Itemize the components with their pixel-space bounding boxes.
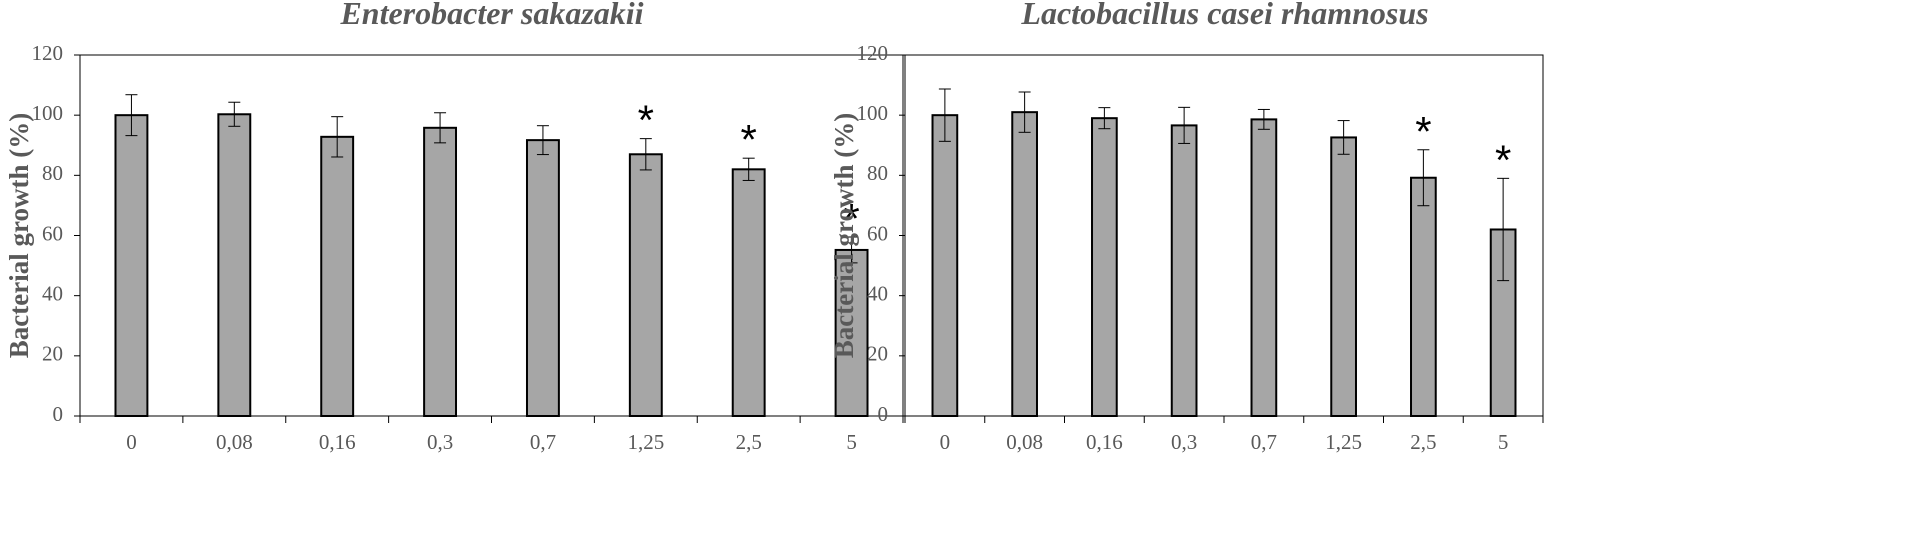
y-tick-label: 40 [867,281,888,305]
x-tick-label: 0,7 [530,430,556,454]
x-tick-label: 5 [846,430,857,454]
significance-marker: * [843,195,859,242]
y-tick-label: 120 [857,41,889,65]
bar [1410,176,1437,417]
y-tick-label: 100 [857,101,889,125]
significance-marker: * [638,97,654,144]
bar [1170,124,1198,418]
significance-marker: * [1415,108,1431,155]
y-tick-label: 0 [878,402,889,426]
y-tick-label: 80 [867,161,888,185]
y-tick-label: 60 [42,221,63,245]
y-tick-label: 40 [42,281,63,305]
bar [114,114,149,418]
x-tick-label: 0,16 [1086,430,1123,454]
x-tick-label: 2,5 [736,430,762,454]
bar [1011,111,1038,418]
significance-marker: * [741,116,757,163]
x-tick-label: 1,25 [1325,430,1362,454]
x-tick-label: 0,16 [319,430,356,454]
chart-title: Lactobacillus casei rhamnosus [1020,0,1428,31]
y-axis-label: Bacterial growth (%) [829,113,859,358]
y-axis-label: Bacterial growth (%) [4,113,34,358]
x-tick-label: 2,5 [1410,430,1436,454]
bar [320,135,355,417]
chart-panel-enterobacter: Enterobacter sakazakii Bacterial growth (… [4,0,904,454]
bar [1250,118,1278,418]
x-tick-label: 0,08 [216,430,253,454]
x-tick-label: 0 [940,430,951,454]
x-tick-label: 0,3 [427,430,453,454]
chart-title: Enterobacter sakazakii [339,0,643,31]
y-tick-label: 20 [42,342,63,366]
x-tick-label: 1,25 [627,430,664,454]
y-tick-label: 20 [867,342,888,366]
bar [931,114,959,418]
y-tick-label: 0 [53,402,64,426]
x-tick-label: 0,3 [1171,430,1197,454]
x-tick-label: 0,7 [1251,430,1277,454]
bar [217,113,252,418]
y-tick-label: 80 [42,161,63,185]
bar [525,139,560,417]
y-tick-label: 60 [867,221,888,245]
plot-area-frame [904,54,1544,417]
x-tick-label: 5 [1498,430,1509,454]
bar [1091,117,1118,418]
plot-area-frame [79,54,904,417]
bar [731,168,766,417]
y-tick-label: 120 [32,41,64,65]
chart-panel-lactobacillus: Lactobacillus casei rhamnosus Bacterial g… [829,0,1544,454]
bar [423,126,458,417]
bar [1330,136,1357,417]
significance-marker: * [1495,136,1511,183]
x-tick-label: 0 [126,430,137,454]
x-tick-label: 0,08 [1006,430,1043,454]
bar [628,153,663,417]
y-tick-label: 100 [32,101,64,125]
